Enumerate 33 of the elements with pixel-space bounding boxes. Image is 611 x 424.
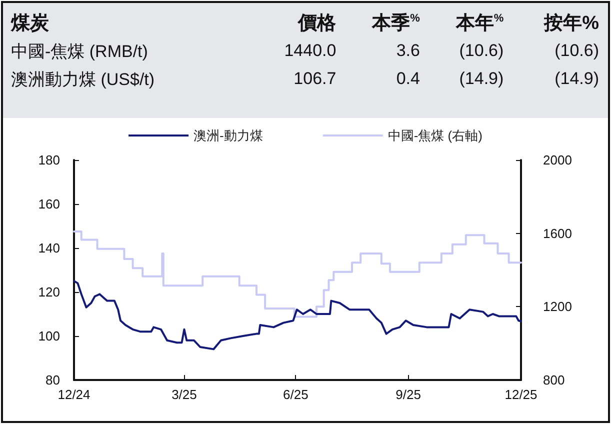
text: 價格 — [296, 12, 338, 36]
y2-tick-label: 2000 — [543, 152, 572, 168]
x-tick-label: 6/25 — [283, 387, 308, 402]
x-tick-label: 3/25 — [172, 387, 197, 402]
text: 煤炭 — [10, 12, 50, 36]
y-tick-label: 160 — [38, 196, 60, 212]
text: 澳洲動力煤 (US$/t) — [10, 68, 156, 90]
text: 0.4 — [395, 68, 421, 90]
text: 按年% — [542, 12, 600, 36]
y2-tick-label: 1600 — [543, 226, 572, 241]
y-tick-label: 120 — [38, 284, 60, 300]
y-tick-label: 140 — [38, 240, 60, 256]
legend-label: 中國-焦煤 (右軸) — [388, 128, 482, 143]
y-tick-label: 100 — [38, 328, 60, 344]
x-tick-label: 9/25 — [396, 387, 421, 402]
text: 1440.0 — [283, 40, 338, 62]
y-tick-label: 80 — [46, 372, 60, 388]
text: (14.9) — [554, 68, 600, 90]
legend-label: 澳洲-動力煤 — [194, 128, 263, 143]
y2-tick-label: 800 — [543, 372, 565, 388]
text: (10.6) — [554, 40, 600, 62]
text: 中國-焦煤 (RMB/t) — [10, 40, 149, 62]
y-tick-label: 180 — [38, 152, 60, 168]
text: (10.6) — [458, 40, 505, 62]
text: 本季$^{%}$ — [370, 12, 421, 36]
x-tick-label: 12/25 — [504, 387, 538, 402]
text: 106.7 — [292, 68, 338, 90]
x-tick-label: 12/24 — [58, 387, 90, 402]
y2-tick-label: 1200 — [543, 299, 572, 314]
text: (14.9) — [458, 68, 505, 90]
text: 3.6 — [395, 40, 421, 62]
line-series — [73, 280, 522, 350]
text: 本年$^{%}$ — [454, 12, 505, 36]
